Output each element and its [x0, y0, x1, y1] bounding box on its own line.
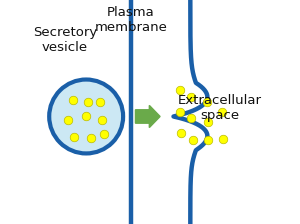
Point: [178, 110, 183, 114]
Point: [206, 138, 211, 142]
Point: [86, 100, 91, 104]
Point: [88, 136, 93, 140]
Point: [179, 131, 184, 135]
Point: [102, 133, 106, 136]
Text: Plasma
membrane: Plasma membrane: [94, 6, 167, 34]
Text: Secretory
vesicle: Secretory vesicle: [33, 26, 97, 54]
Point: [70, 98, 75, 101]
Point: [206, 120, 211, 124]
Point: [189, 96, 194, 99]
Point: [84, 115, 88, 118]
Text: Extracellular
space: Extracellular space: [177, 94, 261, 121]
Point: [205, 100, 209, 104]
Point: [98, 100, 103, 104]
Point: [178, 88, 183, 91]
Point: [219, 110, 224, 114]
Point: [66, 118, 70, 122]
Point: [220, 137, 225, 141]
FancyArrow shape: [135, 106, 160, 128]
Point: [99, 118, 104, 122]
Point: [189, 116, 194, 119]
Point: [190, 138, 195, 142]
Point: [71, 135, 76, 138]
Circle shape: [49, 80, 123, 153]
